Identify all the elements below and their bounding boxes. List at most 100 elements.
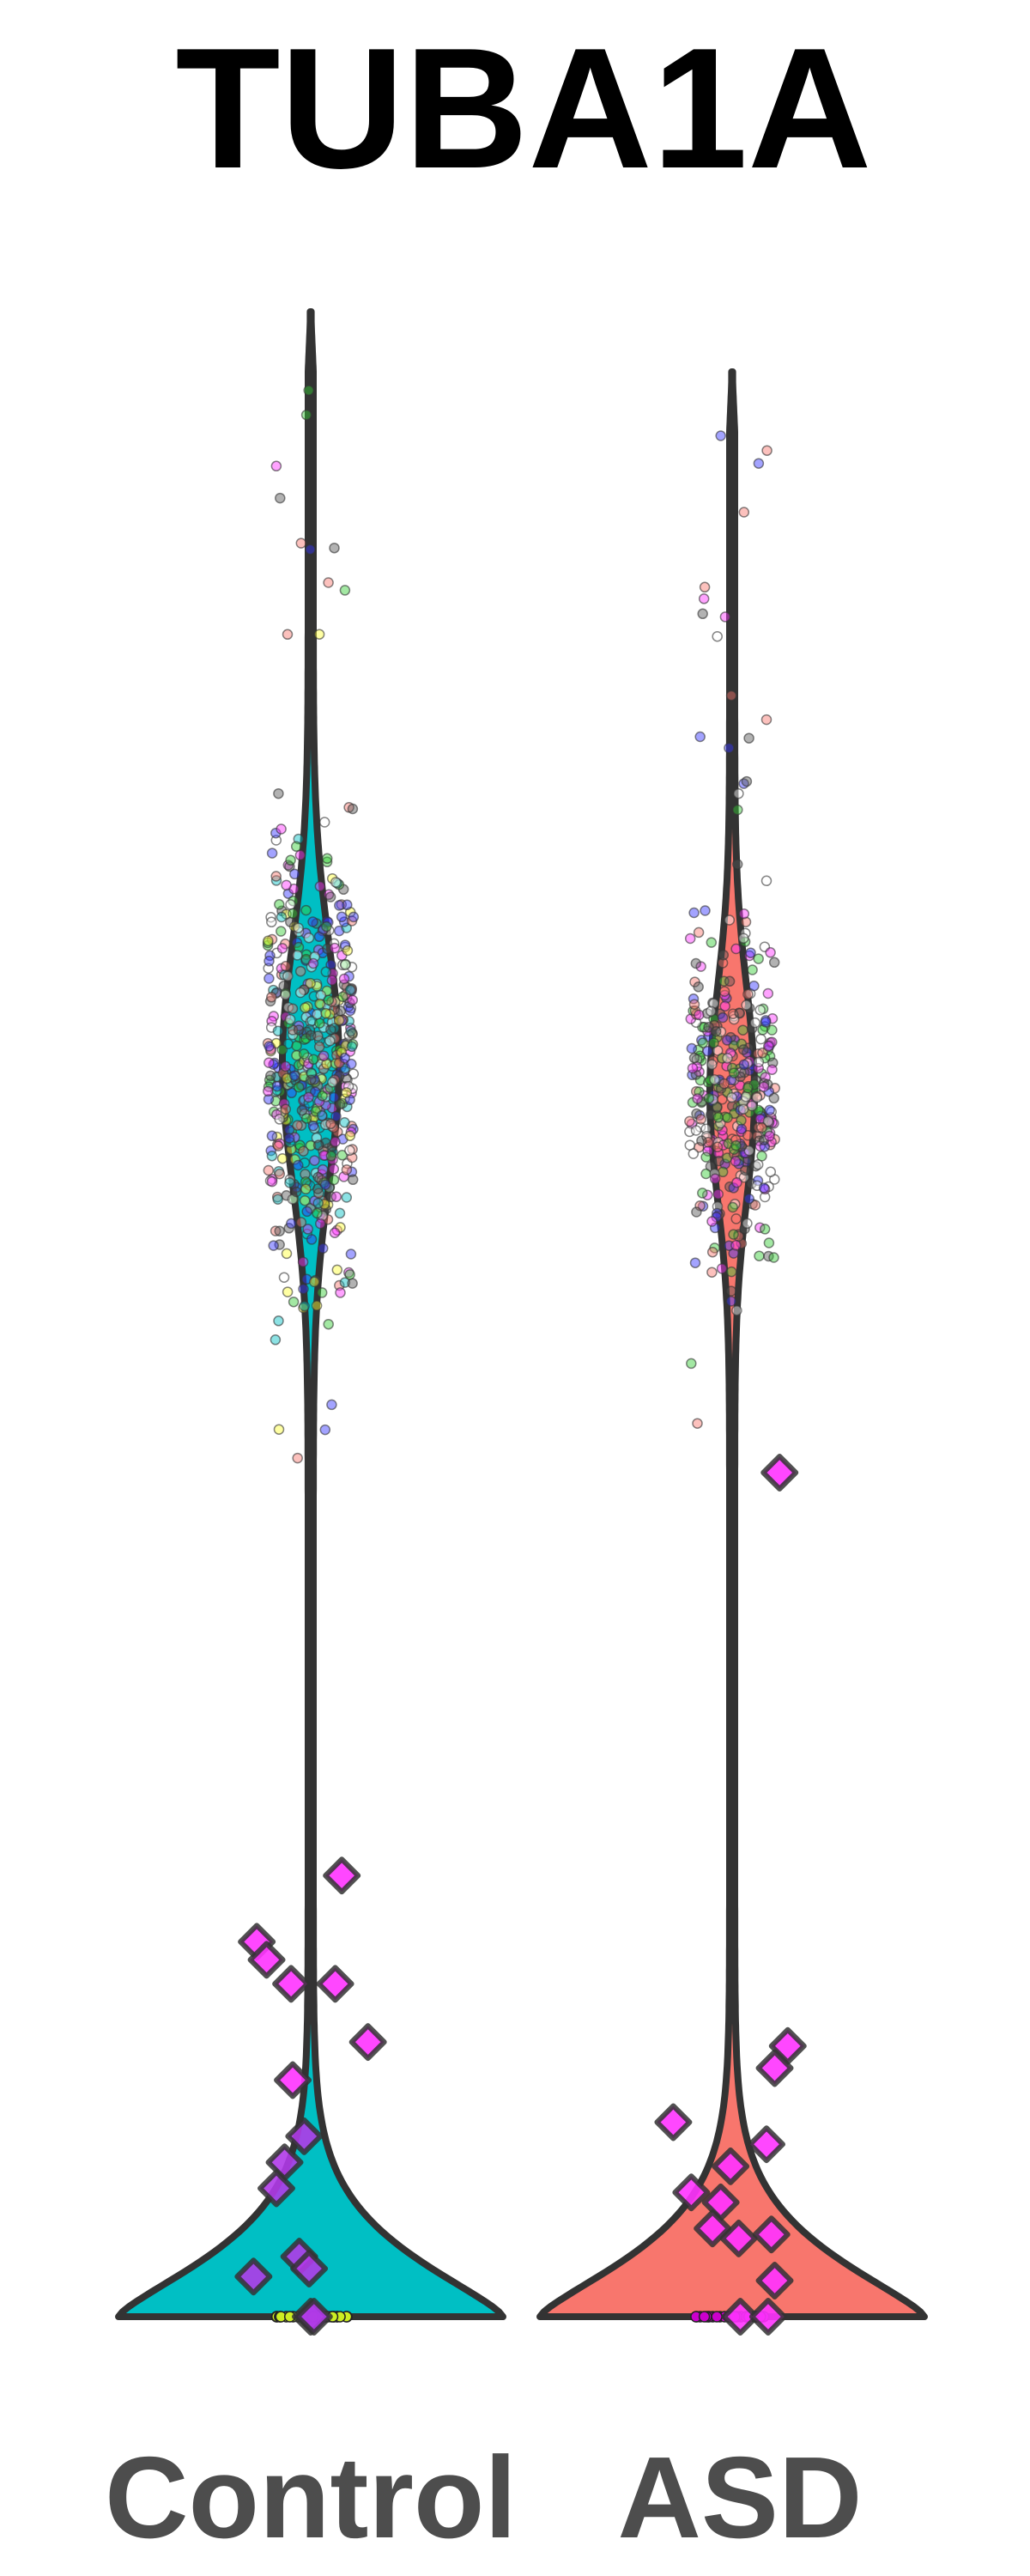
cell-point <box>761 445 772 456</box>
cell-point <box>296 1104 308 1116</box>
highlight-diamond-control <box>274 2061 312 2099</box>
cell-point <box>766 1024 778 1036</box>
cell-point <box>717 1012 729 1024</box>
cell-point <box>301 1206 312 1218</box>
cell-point <box>719 1158 730 1170</box>
cell-point <box>694 1009 705 1021</box>
cell-point <box>321 853 333 865</box>
cell-point <box>284 1177 295 1188</box>
cell-point <box>294 1139 306 1151</box>
cell-point <box>712 630 723 642</box>
x-tick-label-control: Control <box>105 2433 517 2562</box>
cell-point <box>732 804 743 816</box>
cell-point <box>319 1424 331 1436</box>
cell-point <box>274 1114 285 1125</box>
cell-point <box>730 943 742 955</box>
cell-point <box>280 1103 292 1115</box>
cell-point <box>712 1207 723 1219</box>
cell-point <box>292 1120 303 1131</box>
cell-point <box>742 1130 754 1141</box>
cell-point <box>738 507 750 518</box>
cell-point <box>737 1024 748 1036</box>
cell-point <box>768 1252 779 1263</box>
highlight-diamond-asd <box>654 2103 693 2142</box>
chart-title: TUBA1A <box>175 13 871 204</box>
highlight-diamond-asd <box>755 2261 794 2300</box>
cell-point <box>684 1115 695 1127</box>
cell-point <box>736 1115 747 1127</box>
cell-point <box>305 1139 317 1151</box>
cell-point <box>731 1176 742 1188</box>
cell-point <box>721 1035 733 1046</box>
cell-point <box>759 1224 771 1235</box>
cell-point <box>742 1082 754 1094</box>
cell-point <box>344 984 356 996</box>
cell-point <box>736 1123 748 1135</box>
cell-point <box>689 1257 701 1268</box>
cell-point <box>700 1168 712 1180</box>
cell-point <box>325 1151 337 1162</box>
cell-point <box>739 1223 750 1235</box>
cell-point <box>709 1074 720 1085</box>
cell-point <box>276 823 287 835</box>
cell-point <box>342 899 353 911</box>
cell-point <box>314 1018 325 1029</box>
cell-point <box>300 1183 312 1195</box>
cell-point <box>329 1033 341 1044</box>
cell-point <box>264 973 275 984</box>
cell-point <box>321 920 332 933</box>
cell-point <box>300 904 312 916</box>
highlight-diamond-asd <box>755 2049 794 2087</box>
cell-point <box>316 1287 328 1298</box>
cell-point <box>730 1213 742 1224</box>
cell-point <box>300 1002 311 1013</box>
highlight-diamond-control <box>257 2169 295 2208</box>
cell-point <box>724 742 735 754</box>
cell-point <box>341 1164 353 1176</box>
cell-point <box>347 1027 358 1039</box>
cell-point <box>272 1194 283 1205</box>
cell-point <box>725 1266 737 1278</box>
cell-point <box>706 937 718 948</box>
cell-point <box>338 973 350 985</box>
cell-point <box>715 1117 726 1129</box>
cell-point <box>768 1092 779 1104</box>
cell-point <box>312 1008 323 1020</box>
cell-point <box>742 1218 753 1230</box>
cell-point <box>327 1077 338 1088</box>
cell-point <box>697 608 708 620</box>
cell-point <box>278 1272 290 1283</box>
cell-point <box>724 1048 736 1059</box>
cell-point <box>712 1188 724 1200</box>
cell-point <box>281 1248 293 1260</box>
cell-point <box>731 1304 742 1316</box>
cell-point <box>324 1082 336 1094</box>
x-tick-label-asd: ASD <box>617 2433 862 2562</box>
cell-point <box>292 950 303 961</box>
cell-point <box>283 1133 295 1144</box>
cell-point <box>313 629 325 640</box>
cell-point <box>688 999 700 1010</box>
cell-point <box>307 957 319 969</box>
cell-point <box>730 1240 742 1251</box>
cell-point <box>763 1237 775 1249</box>
cell-point <box>300 1176 312 1188</box>
cell-point <box>703 1092 715 1104</box>
cell-point <box>719 1000 730 1012</box>
cell-point <box>341 1192 353 1203</box>
cell-point <box>755 1033 766 1045</box>
cell-point <box>339 585 351 596</box>
cell-point <box>320 966 332 978</box>
highlight-diamond-asd <box>748 2125 786 2164</box>
cell-point <box>319 1179 331 1190</box>
cell-point <box>727 1201 738 1213</box>
highlight-diamond-asd <box>672 2173 711 2212</box>
cell-point <box>334 1098 346 1110</box>
cell-point <box>716 1263 728 1274</box>
cell-point <box>333 1014 345 1026</box>
cell-point <box>751 1091 763 1103</box>
cell-point <box>303 1091 314 1103</box>
cell-point <box>336 911 348 923</box>
cell-point <box>288 1070 300 1081</box>
cell-point <box>741 999 752 1011</box>
